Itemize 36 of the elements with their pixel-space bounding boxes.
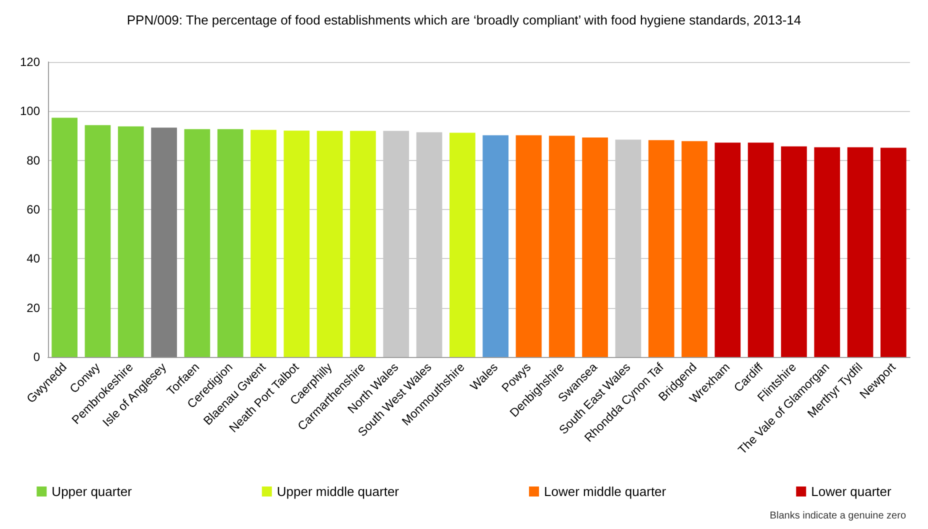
y-tick-label: 100 xyxy=(20,104,40,118)
y-tick-label: 80 xyxy=(26,153,40,168)
bar xyxy=(714,142,741,357)
legend-label: Lower middle quarter xyxy=(544,484,667,499)
bar xyxy=(781,146,807,357)
bar xyxy=(814,147,840,357)
bar xyxy=(184,129,210,357)
bar xyxy=(84,125,111,357)
bar xyxy=(548,136,575,357)
y-tick-label: 60 xyxy=(26,202,40,216)
bar xyxy=(151,128,177,357)
bar xyxy=(880,148,906,357)
bar xyxy=(449,132,476,357)
bar xyxy=(284,130,310,357)
bar xyxy=(217,129,244,357)
bar xyxy=(648,140,674,357)
y-tick-label: 0 xyxy=(33,350,40,364)
bar xyxy=(482,135,509,357)
legend-label: Lower quarter xyxy=(811,484,892,499)
bar xyxy=(52,118,78,357)
bar xyxy=(118,126,144,357)
y-tick-label: 120 xyxy=(20,55,40,69)
text: Blanks indicate a genuine zero xyxy=(770,510,906,522)
y-tick-label: 40 xyxy=(26,252,40,266)
bar xyxy=(748,142,774,357)
y-tick-label: 20 xyxy=(26,300,40,315)
chart-title: PPN/009: The percentage of food establishments which are ‘broadly compliant’ with food hygiene standards, 2013-14 xyxy=(126,12,802,28)
bar xyxy=(582,137,608,357)
bar xyxy=(350,130,376,357)
legend-label: Upper middle quarter xyxy=(276,484,400,499)
bar xyxy=(316,130,343,357)
bar xyxy=(250,130,276,357)
bar xyxy=(682,141,708,357)
bar xyxy=(847,147,874,357)
bar xyxy=(516,135,542,357)
legend-label: Upper quarter xyxy=(52,484,133,499)
